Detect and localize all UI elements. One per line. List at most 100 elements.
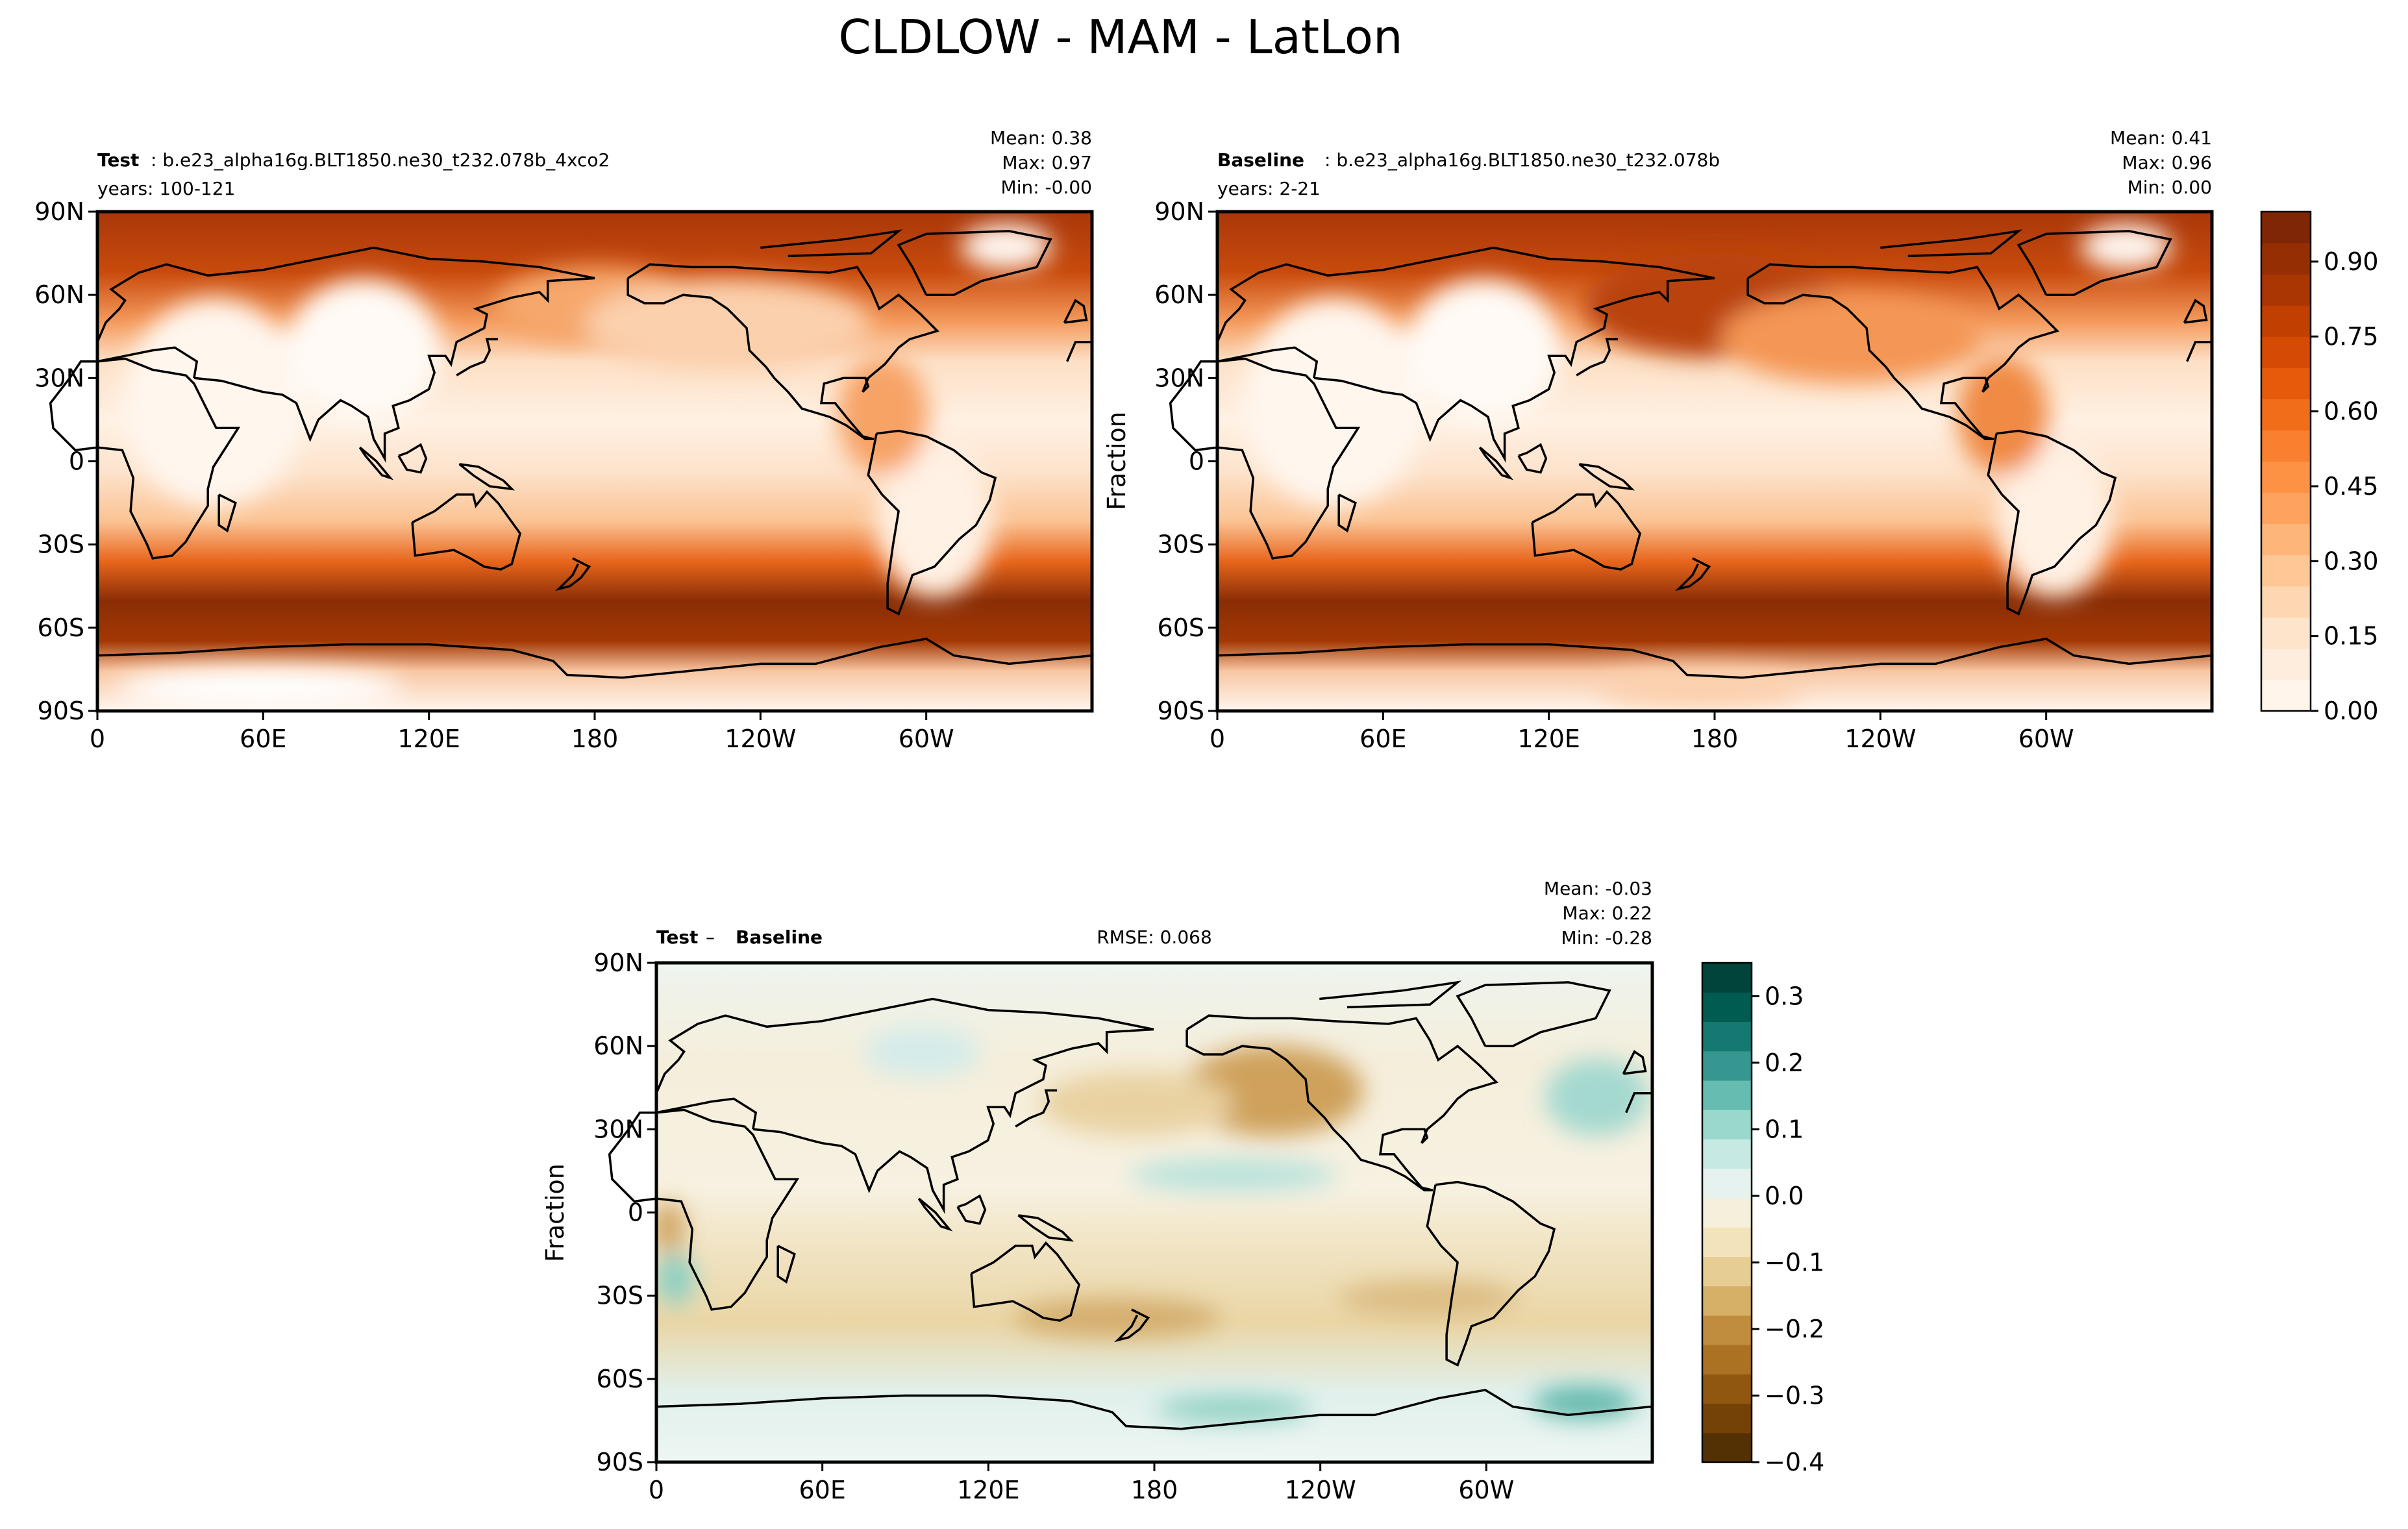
baseline-label-case: : b.e23_alpha16g.BLT1850.ne30_t232.078b: [1324, 149, 1720, 171]
lat-tick-label: 90N: [34, 197, 84, 226]
colorbar-band: [1702, 992, 1752, 1023]
lon-tick-label: 60E: [799, 1476, 845, 1504]
coastline: [2183, 299, 2208, 324]
colorbar-tick-label: 0.90: [2324, 247, 2379, 276]
test-field: [97, 212, 1092, 711]
lat-tick-label: 30N: [34, 364, 84, 392]
lon-tick-label: 120E: [397, 725, 460, 753]
lon-tick-label: 60E: [240, 725, 286, 753]
test-lon-ticks: 0 60E 120E 180 120W 60W: [90, 711, 954, 753]
colorbar-band: [1702, 1315, 1752, 1345]
lon-tick-label: 180: [1691, 725, 1739, 753]
coastline: [1625, 1092, 1651, 1113]
coastline: [1313, 277, 1715, 463]
colorbar-band: [1702, 1227, 1752, 1257]
colorbar-tick-label: 0.15: [2324, 622, 2379, 651]
baseline-lon-ticks: 0 60E 120E 180 120W 60W: [1210, 711, 2074, 753]
coastline: [1675, 557, 1711, 591]
figure-title: CLDLOW - MAM - LatLon: [838, 10, 1402, 64]
lat-tick-label: 30S: [597, 1282, 643, 1310]
baseline-ylabel: Fraction: [1102, 412, 1131, 510]
coastline: [1185, 1014, 1499, 1192]
coastline: [1319, 980, 1462, 1009]
coastline: [2186, 341, 2212, 362]
lon-tick-label: 120W: [1844, 725, 1916, 753]
test-min: Min: -0.00: [1001, 177, 1092, 198]
coastline: [1217, 638, 2213, 679]
colorbar-tick-label: −0.2: [1765, 1315, 1824, 1343]
colorbar-band: [2261, 461, 2311, 493]
coastline: [1880, 229, 2023, 258]
colorbar-diff-bands: [1702, 963, 1752, 1463]
test-lat-ticks: 90N 60N 30N 0 30S 60S 90S: [34, 197, 97, 725]
coastline: [656, 1097, 758, 1130]
colorbar-diff: 0.3 0.2 0.1 0.0 −0.1 −0.2 −0.3 −0.4: [1701, 962, 1824, 1476]
coastline: [1456, 981, 1611, 1047]
colorbar-band: [2261, 648, 2311, 680]
coastline: [1531, 490, 1642, 571]
coastline: [1576, 338, 1619, 377]
coastline: [1746, 263, 2060, 441]
coastline: [358, 446, 394, 480]
lat-tick-label: 30S: [1158, 530, 1204, 559]
coastline: [760, 229, 903, 258]
colorbar-band: [1702, 1197, 1752, 1228]
coastline: [1578, 463, 1635, 491]
lon-tick-label: 180: [1131, 1476, 1178, 1504]
lat-tick-label: 60S: [1158, 614, 1204, 642]
coastline: [555, 557, 591, 591]
colorbar-band: [1702, 1286, 1752, 1316]
colorbar-band: [2261, 399, 2311, 431]
coastline: [897, 230, 1052, 296]
coastline: [96, 246, 595, 343]
colorbar-tick-label: 0.45: [2324, 472, 2379, 501]
colorbar-band: [2261, 336, 2311, 368]
colorbar-main-bands: [2261, 212, 2311, 712]
test-label-bold: Test: [97, 149, 139, 171]
test-mean: Mean: 0.38: [990, 127, 1092, 149]
colorbar-band: [2261, 243, 2311, 275]
coastline: [1066, 341, 1092, 362]
colorbar-band: [1702, 1256, 1752, 1287]
colorbar-band: [1702, 1110, 1752, 1140]
panel-baseline: 90N 60N 30N 0 30S 60S 90S 0 60E 120E 180 120W 60W F…: [1102, 127, 2214, 753]
coastline: [1063, 299, 1088, 324]
diff-label-test: Test: [656, 926, 698, 948]
colorbar-band: [1702, 1345, 1752, 1374]
coastline: [397, 443, 428, 474]
colorbar-band: [2261, 367, 2311, 399]
coastline: [49, 357, 241, 560]
baseline-min: Min: 0.00: [2128, 177, 2212, 198]
coastline: [1017, 1214, 1074, 1242]
coastline: [458, 463, 515, 491]
lon-tick-label: 120W: [725, 725, 796, 753]
coastline: [1337, 493, 1357, 533]
colorbar-main-ticks: 0.00 0.15 0.30 0.45 0.60 0.75 0.90: [2311, 247, 2379, 725]
lon-tick-label: 0: [1210, 725, 1225, 753]
lat-tick-label: 90N: [1154, 197, 1204, 226]
panel-test: 90N 60N 30N 0 30S 60S 90S 0 60E 120E 180 120W 60W T…: [34, 127, 1094, 753]
lon-tick-label: 0: [90, 725, 105, 753]
colorbar-tick-label: 0.30: [2324, 547, 2379, 575]
diff-mean: Mean: -0.03: [1544, 878, 1652, 899]
coastline: [1987, 429, 2117, 615]
coastline: [970, 1241, 1081, 1322]
lat-tick-label: 0: [1189, 447, 1204, 476]
panel-diff: 90N 60N 30N 0 30S 60S 90S 0 60E 120E 180 120W 60W F…: [541, 878, 1654, 1504]
coastline: [1478, 446, 1514, 480]
diff-field: [656, 963, 1652, 1462]
coastline: [2017, 230, 2172, 296]
lat-tick-label: 30S: [38, 530, 84, 559]
coastline: [1015, 1089, 1058, 1128]
colorbar-band: [1702, 963, 1752, 993]
baseline-years: years: 2-21: [1217, 178, 1321, 199]
diff-lon-ticks: 0 60E 120E 180 120W 60W: [649, 1462, 1514, 1504]
coastline: [193, 277, 595, 463]
colorbar-band: [2261, 586, 2311, 618]
coastline: [752, 1028, 1154, 1214]
coastline: [1114, 1308, 1150, 1343]
baseline-lat-ticks: 90N 60N 30N 0 30S 60S 90S: [1154, 197, 1217, 725]
colorbar-tick-label: −0.4: [1765, 1448, 1824, 1476]
lat-tick-label: 0: [628, 1199, 643, 1227]
lat-tick-label: 90S: [38, 697, 84, 725]
